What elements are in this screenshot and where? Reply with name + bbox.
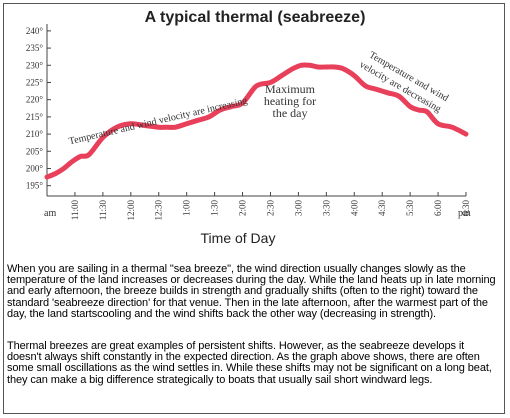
- y-tick-label: 205°: [26, 146, 44, 156]
- y-tick-label: 240°: [26, 26, 44, 36]
- x-start-label: am: [44, 208, 56, 219]
- chart-annotation: heating for: [264, 94, 316, 108]
- x-tick-label: 12:00: [126, 200, 136, 221]
- x-tick-label: 11:00: [70, 200, 80, 221]
- temperature-line: [44, 62, 469, 180]
- y-tick-label: 235°: [26, 43, 44, 53]
- y-tick-label: 210°: [26, 129, 44, 139]
- x-tick-label: 11:30: [98, 200, 108, 221]
- x-tick-label: 12:30: [154, 200, 164, 221]
- y-tick-label: 230°: [26, 60, 44, 70]
- x-tick-label: 6:30: [461, 200, 471, 217]
- y-tick-label: 220°: [26, 95, 44, 105]
- x-tick-label: 1:00: [182, 200, 192, 217]
- y-tick-label: 225°: [26, 77, 44, 87]
- figure-frame: [3, 3, 505, 414]
- x-axis-title: Time of Day: [201, 230, 276, 246]
- chart-title: A typical thermal (seabreeze): [145, 9, 366, 26]
- chart-annotation: Temperature and wind velocity are increa…: [68, 95, 249, 147]
- x-tick-label: 2:00: [238, 200, 248, 217]
- thermal-chart: A typical thermal (seabreeze) 195° 200° 205…: [26, 9, 471, 246]
- paragraph-sailing-thermal: When you are sailing in a thermal "sea b…: [7, 263, 496, 320]
- x-tick-label: 4:30: [377, 200, 387, 217]
- paragraph-persistent-shifts: Thermal breezes are great examples of pe…: [7, 340, 492, 386]
- y-tick-label: 215°: [26, 112, 44, 122]
- y-tick-label: 200°: [26, 163, 44, 173]
- x-tick-label: 5:30: [405, 200, 415, 217]
- x-tick-label: 3:30: [321, 200, 331, 217]
- chart-annotation: Maximum: [265, 82, 316, 96]
- chart-annotation: the day: [273, 106, 308, 120]
- x-end-label: pm: [458, 208, 471, 219]
- x-tick-label: 6:00: [433, 200, 443, 217]
- x-tick-label: 3:00: [293, 200, 303, 217]
- y-tick-label: 195°: [26, 181, 44, 191]
- x-tick-label: 2:30: [265, 200, 275, 217]
- x-tick-label: 1:30: [210, 200, 220, 217]
- x-tick-label: 4:00: [349, 200, 359, 217]
